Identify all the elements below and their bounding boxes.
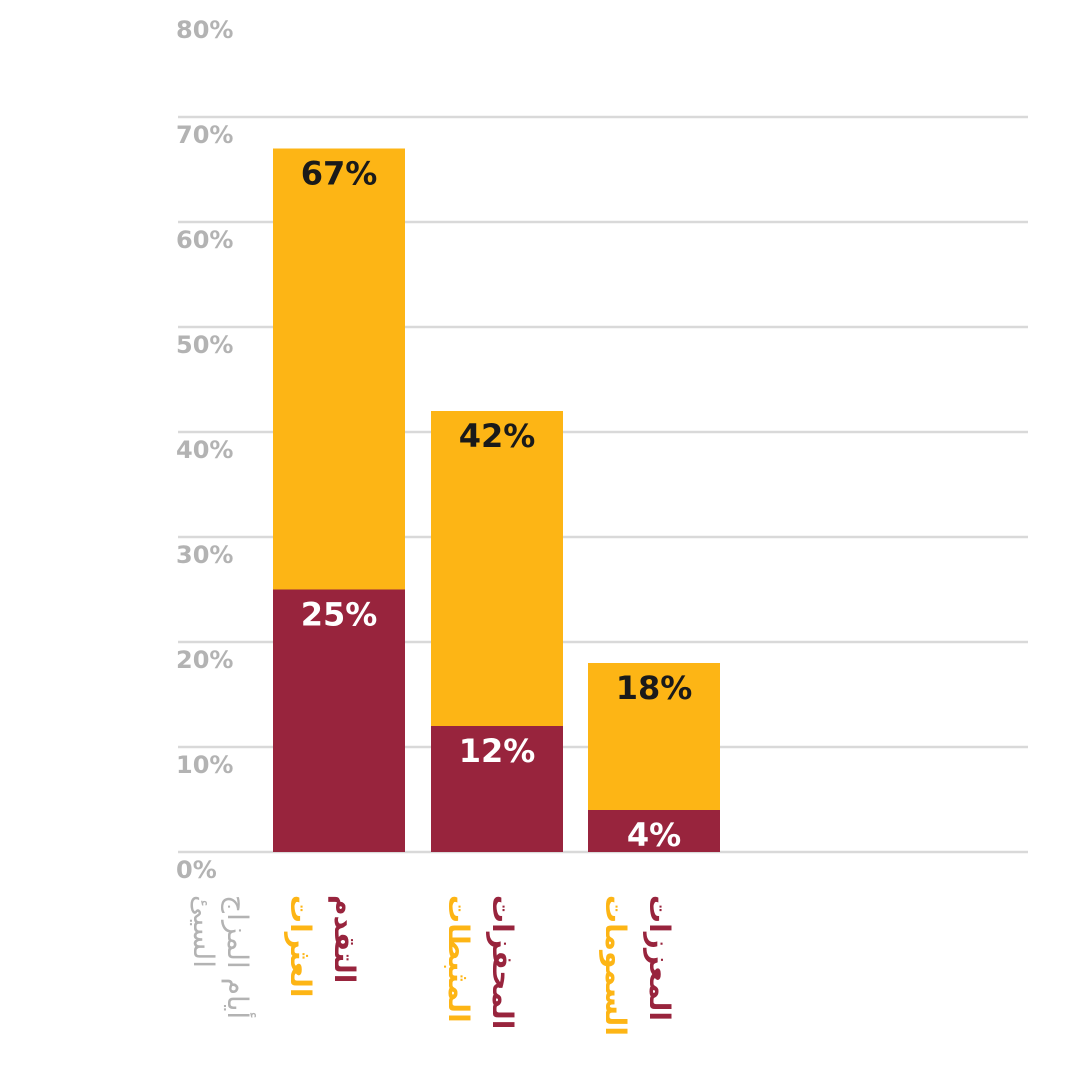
y-tick-label: 50% xyxy=(176,331,233,359)
y-axis-title: أيام المزاج xyxy=(220,895,257,1019)
category-label-part: المحفزات xyxy=(486,895,519,1029)
y-tick-label: 80% xyxy=(176,16,233,44)
data-label-total: 18% xyxy=(616,669,693,707)
y-tick-label: 10% xyxy=(176,751,233,779)
data-label-part: 4% xyxy=(627,816,681,854)
category-label-part: التقدم xyxy=(328,895,361,983)
category-label-part: المعززات xyxy=(643,895,676,1021)
y-tick-label: 60% xyxy=(176,226,233,254)
y-tick-label: 40% xyxy=(176,436,233,464)
y-tick-label: 30% xyxy=(176,541,233,569)
bar-part xyxy=(588,810,720,852)
data-label-part: 25% xyxy=(301,596,378,634)
y-tick-label: 0% xyxy=(176,856,217,884)
category-label-total: العثرات xyxy=(284,895,317,998)
y-tick-label: 70% xyxy=(176,121,233,149)
y-axis-title-line2: السيئ xyxy=(187,895,220,968)
data-label-total: 42% xyxy=(459,417,536,455)
bar-part xyxy=(431,726,563,852)
category-label-total: السمومات xyxy=(599,895,632,1036)
bar-part xyxy=(273,589,405,852)
data-label-part: 12% xyxy=(459,732,536,770)
category-label-total: المثبطات xyxy=(442,895,475,1023)
data-label-total: 67% xyxy=(301,155,378,193)
y-tick-label: 20% xyxy=(176,646,233,674)
